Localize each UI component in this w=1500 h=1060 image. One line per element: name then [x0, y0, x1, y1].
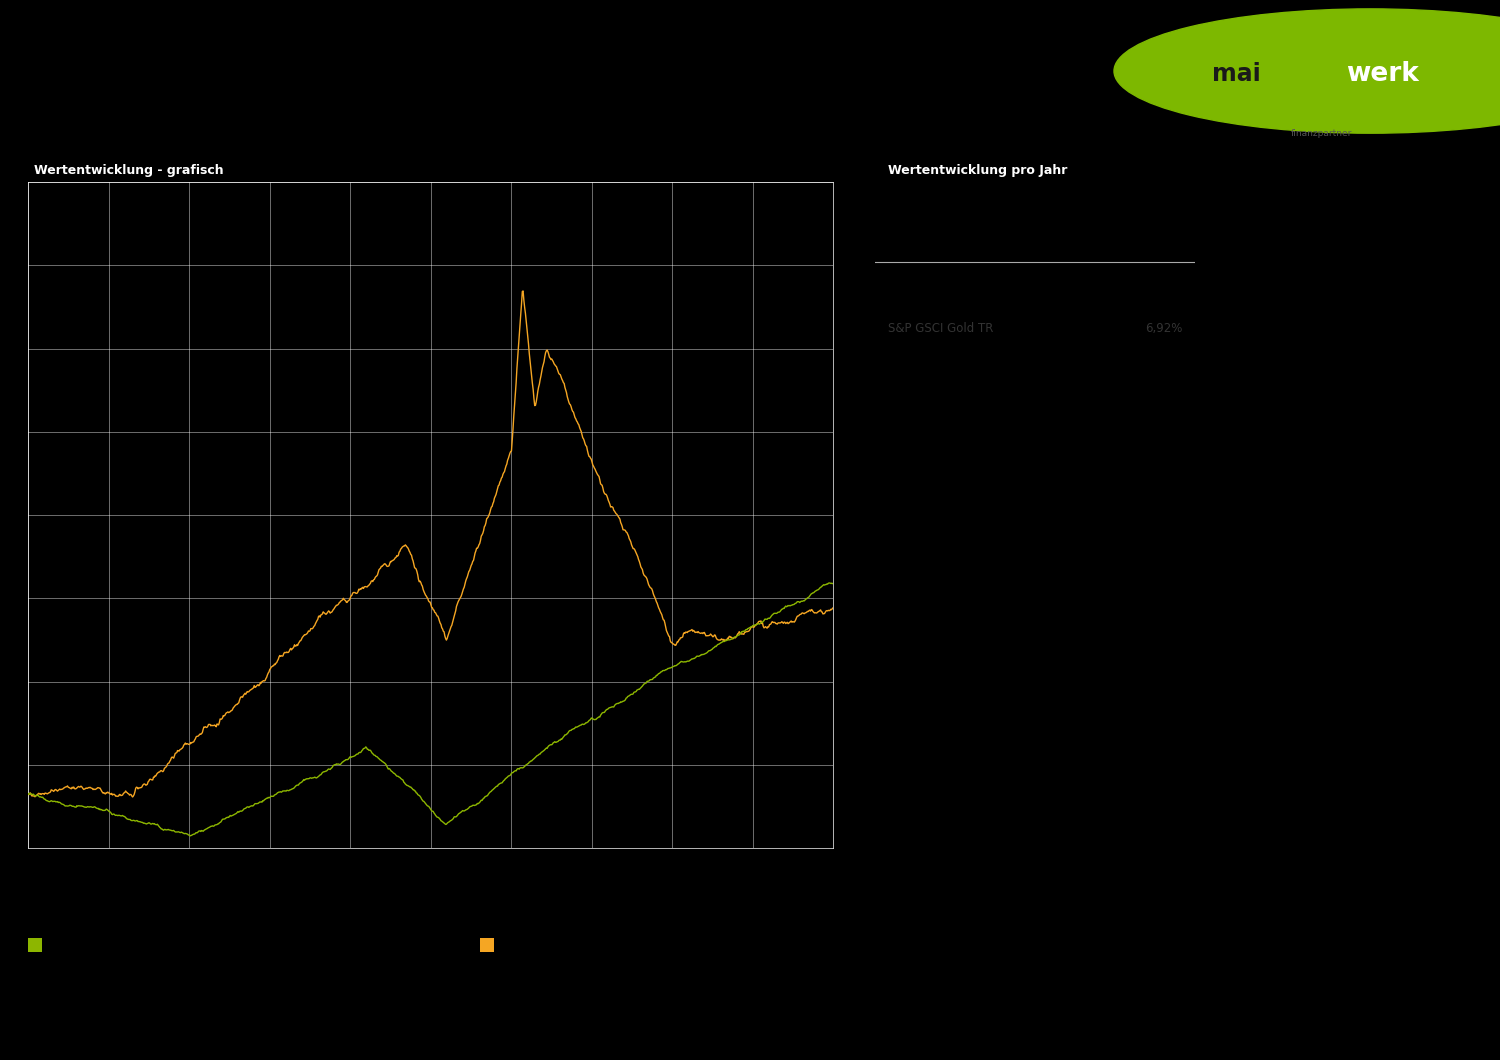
- Text: S&P GSCI Gold TR: S&P GSCI Gold TR: [888, 322, 993, 335]
- Text: 6,92%: 6,92%: [1144, 322, 1182, 335]
- Text: mai: mai: [1212, 61, 1260, 86]
- Text: finanzpartner: finanzpartner: [1290, 128, 1352, 138]
- Text: werk: werk: [1346, 61, 1419, 87]
- Circle shape: [1114, 8, 1500, 134]
- Text: Wertentwicklung - grafisch: Wertentwicklung - grafisch: [34, 164, 224, 177]
- Text: Wertentwicklung pro Jahr: Wertentwicklung pro Jahr: [888, 164, 1066, 177]
